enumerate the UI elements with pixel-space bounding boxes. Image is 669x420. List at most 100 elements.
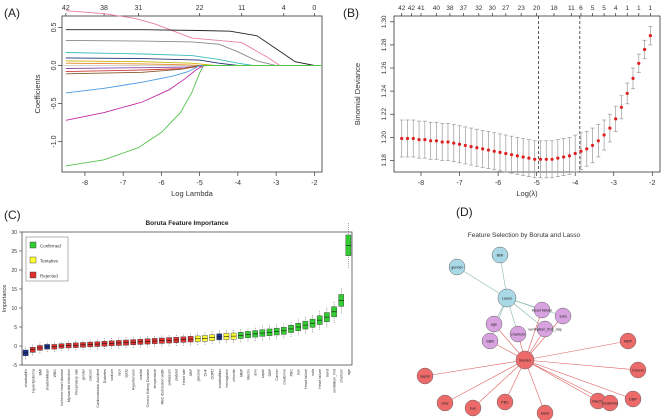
x-tick-label: -6 (158, 180, 164, 187)
chart-title: Feature Selection by Boruta and Lasso (468, 232, 581, 239)
top-tick-label: 11 (238, 5, 245, 12)
network-node-aniv (436, 394, 454, 412)
chart-c-boruta-importance: Boruta Feature Importance -5 0 5 10 15 20 25 30 I… (2, 220, 353, 408)
panel-label-b: (B) (343, 6, 359, 20)
network-node-bun (464, 399, 482, 417)
top-tick-label: 42 (62, 5, 70, 12)
network-node-label: PBC (501, 401, 509, 405)
category-label: temperature (153, 369, 157, 388)
y-tick-label: 15 (11, 287, 17, 293)
category-label: aniv (254, 369, 258, 376)
network-node-sapsii (416, 367, 434, 385)
category-label: Respiratory rate (74, 369, 78, 395)
y-tick-label: 1.26 (381, 61, 388, 74)
category-label: Diabetes (103, 369, 107, 383)
network-node-label: sofa (559, 315, 567, 319)
category-label: Cardiovascular Accident (96, 369, 100, 408)
top-tick-label: 38 (100, 5, 108, 12)
network-node-sofa (554, 307, 572, 325)
deviance-point (463, 143, 467, 148)
network-node-PBC (496, 393, 514, 411)
deviance-point (550, 157, 554, 161)
network-node-SBB (481, 332, 499, 350)
x-tick-label: -5 (197, 180, 203, 187)
deviance-point (573, 151, 577, 156)
coefficient-path-black (65, 29, 322, 66)
legend-frame (25, 236, 69, 282)
network-node-label: DBP (629, 398, 637, 402)
top-tick-label: 41 (417, 5, 425, 12)
y-axis-label: Importance (2, 285, 8, 313)
top-tick-label: 42 (408, 5, 416, 12)
category-label: Mechv (246, 369, 250, 380)
top-tick-label: 18 (550, 5, 558, 12)
y-tick-label: -1.0 (51, 135, 58, 147)
coefficient-path-gray (65, 39, 322, 66)
top-tick-label: 37 (460, 5, 468, 12)
category-label: ventilation_first (333, 369, 337, 393)
coefficient-path-green (65, 65, 322, 167)
network-node-gender (448, 258, 466, 276)
deviance-point (538, 157, 543, 161)
category-label: WBC (53, 369, 57, 378)
category-label: band (325, 369, 329, 377)
category-label: race (117, 369, 121, 376)
y-tick-label: 0.5 (51, 22, 58, 32)
top-tick-label: 38 (446, 5, 454, 12)
network-node-label: Lasso (502, 297, 512, 301)
x-tick-label: -8 (82, 180, 88, 187)
top-tick-label: 40 (433, 5, 441, 12)
legend-swatch (29, 256, 37, 264)
legend-label: Confirmed (40, 244, 61, 249)
network-node-label: aniv (442, 402, 449, 406)
category-label: chloride (232, 369, 236, 382)
legend-label: Tentative (40, 259, 59, 264)
top-tick-label: 5 (591, 5, 595, 12)
top-tick-label: 1 (637, 5, 641, 12)
deviance-point (567, 154, 572, 158)
network-edge (524, 359, 546, 414)
y-tick-label: 20 (11, 268, 17, 274)
network-node-label: gender (451, 266, 464, 270)
x-tick-label: -3 (611, 180, 617, 187)
deviance-point (405, 136, 410, 141)
network-node-BMI (491, 246, 509, 264)
top-tick-label: 0 (312, 5, 316, 12)
category-label: potassium (168, 369, 172, 385)
x-tick-label: -5 (534, 180, 540, 187)
top-tick-label: 32 (475, 5, 483, 12)
category-label: Heart failure (318, 369, 322, 389)
y-tick-label: 1.18 (381, 154, 388, 167)
deviance-point (475, 146, 479, 150)
top-tick-label: 27 (502, 5, 510, 12)
network-node-label: band (541, 412, 549, 416)
category-label: sofa (311, 369, 315, 376)
category-label: gender (81, 368, 85, 380)
x-axis-label: Log(λ) (516, 189, 538, 198)
deviance-point (417, 138, 421, 142)
legend-swatch (29, 271, 37, 279)
deviance-point (556, 156, 560, 160)
network-node-label: SBB (486, 340, 494, 344)
y-tick-label: 30 (11, 230, 17, 236)
y-axis-label: Binomial Deviance (353, 63, 362, 125)
category-label: SBP (189, 368, 193, 376)
category-label: Ischemic heart disease (60, 369, 64, 406)
x-tick-label: -8 (418, 180, 424, 187)
network-edge (444, 359, 526, 404)
panel-label-a: (A) (4, 6, 20, 20)
x-tick-label: -2 (311, 180, 317, 187)
top-tick-label: 20 (533, 5, 541, 12)
network-node-band (536, 404, 554, 420)
network-node-Lasso (497, 288, 517, 308)
top-tick-label: 5 (602, 5, 606, 12)
category-label: Chronic Kidney Disease (146, 369, 150, 407)
category-label: charlson (340, 369, 344, 383)
x-tick-label: -4 (572, 180, 578, 187)
category-label: COPD (211, 369, 215, 380)
network-node-label: Cancer (632, 369, 645, 373)
y-tick-label: 0 (14, 344, 17, 350)
category-label: glucose (196, 369, 200, 381)
y-tick-label: 10 (11, 306, 17, 312)
chart-a-lasso-coefficients: -8 -7 -6 -5 -4 -3 -2 -1.0 -0.5 0.0 0.5 42 38 31 22 11 4 0… (33, 5, 323, 198)
